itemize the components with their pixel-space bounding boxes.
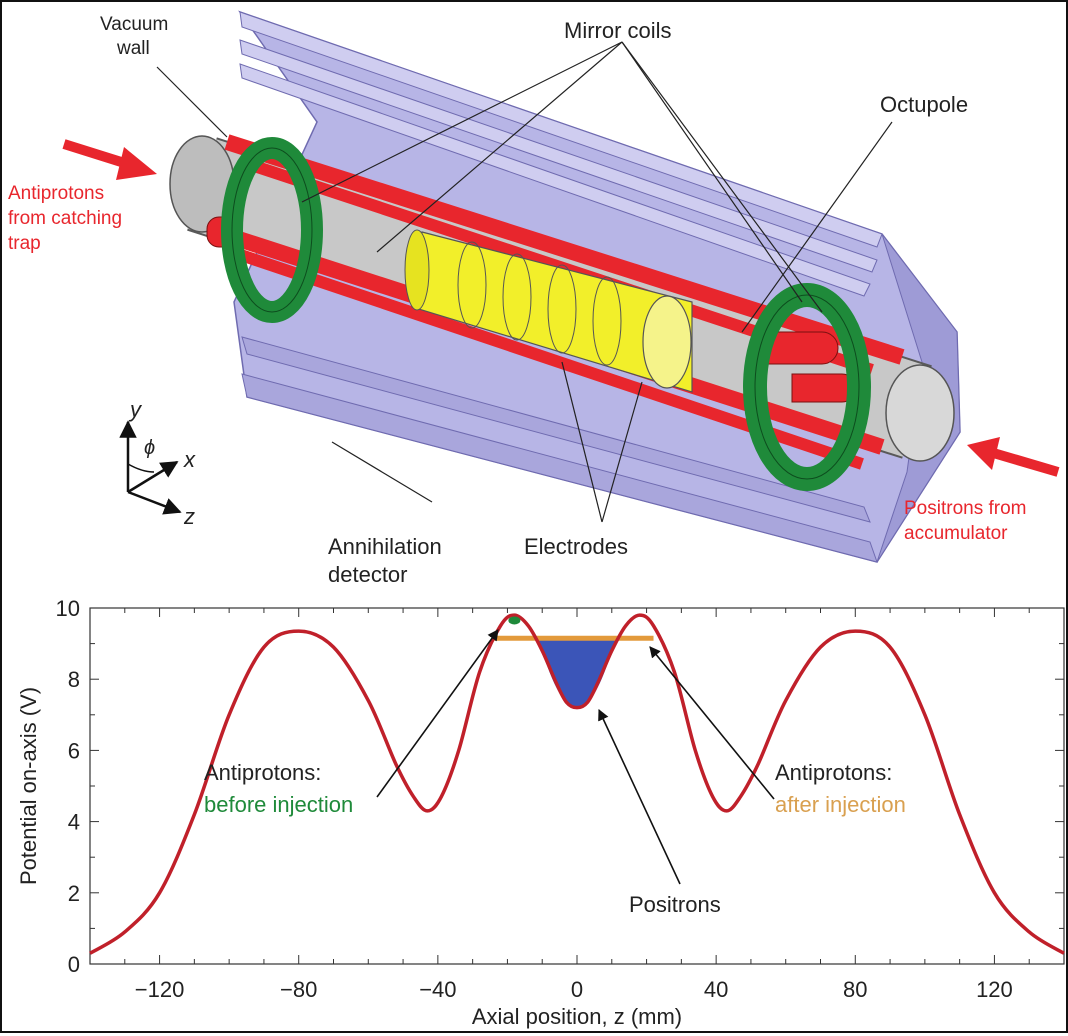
antiprotons-source-label-3: trap bbox=[8, 233, 41, 254]
x-tick-label: 80 bbox=[843, 977, 867, 1002]
y-tick-label: 0 bbox=[68, 952, 80, 977]
before-arrow bbox=[376, 629, 499, 798]
y-tick-label: 8 bbox=[68, 667, 80, 692]
coordinate-axes bbox=[119, 420, 182, 515]
positrons-source-label-2: accumulator bbox=[904, 523, 1008, 544]
mirror-coils-label: Mirror coils bbox=[564, 18, 672, 43]
leader-lines bbox=[156, 41, 893, 523]
axis-z-label: z bbox=[183, 504, 195, 529]
vacuum-wall-label: Vacuum bbox=[100, 14, 168, 35]
x-tick-label: 0 bbox=[571, 977, 583, 1002]
y-tick-label: 4 bbox=[68, 810, 80, 835]
x-tick-label: 40 bbox=[704, 977, 728, 1002]
annihilation-detector-label-2: detector bbox=[328, 562, 408, 587]
antiproton-beam-arrow bbox=[62, 139, 157, 180]
x-axis-label: Axial position, z (mm) bbox=[472, 1004, 682, 1029]
x-tick-label: −120 bbox=[135, 977, 185, 1002]
positron-fill bbox=[536, 640, 618, 708]
antiprotons-source-label-2: from catching bbox=[8, 208, 122, 229]
electrodes bbox=[404, 229, 693, 393]
positrons-label: Positrons bbox=[629, 892, 721, 917]
positron-beam-arrow bbox=[967, 437, 1060, 477]
y-tick-label: 10 bbox=[56, 596, 80, 621]
potential-chart: −120 −80 −40 0 40 80 120 0 2 4 6 8 10 Antiprotons: b… bbox=[16, 596, 1065, 1029]
vacuum-wall-label-2: wall bbox=[116, 38, 150, 59]
x-tick-label: −40 bbox=[419, 977, 456, 1002]
x-tick-label: 120 bbox=[976, 977, 1013, 1002]
octupole-label: Octupole bbox=[880, 92, 968, 117]
electrodes-label: Electrodes bbox=[524, 534, 628, 559]
y-axis-label: Potential on-axis (V) bbox=[16, 687, 41, 885]
after-arrow bbox=[649, 646, 775, 800]
positrons-arrow bbox=[598, 708, 681, 885]
after-label: Antiprotons: bbox=[775, 760, 892, 785]
y-tick-label: 6 bbox=[68, 738, 80, 763]
trap-diagram: y x z ϕ Vacuum wall Mirror coils Octupol… bbox=[8, 10, 1060, 587]
positrons-source-label: Positrons from bbox=[904, 498, 1026, 519]
axis-y-label: y bbox=[128, 397, 143, 422]
axis-x-label: x bbox=[183, 447, 196, 472]
before-label: Antiprotons: bbox=[204, 760, 321, 785]
axis-phi-label: ϕ bbox=[144, 437, 155, 459]
y-tick-label: 2 bbox=[68, 881, 80, 906]
before-label-2: before injection bbox=[204, 792, 353, 817]
x-tick-label: −80 bbox=[280, 977, 317, 1002]
annihilation-detector-label: Annihilation bbox=[328, 534, 442, 559]
antiprotons-source-label: Antiprotons bbox=[8, 183, 104, 204]
mirror-coils bbox=[221, 137, 871, 491]
antiprotons-before-marker bbox=[508, 616, 521, 625]
potential-curve bbox=[89, 613, 1065, 955]
after-label-2: after injection bbox=[775, 792, 906, 817]
